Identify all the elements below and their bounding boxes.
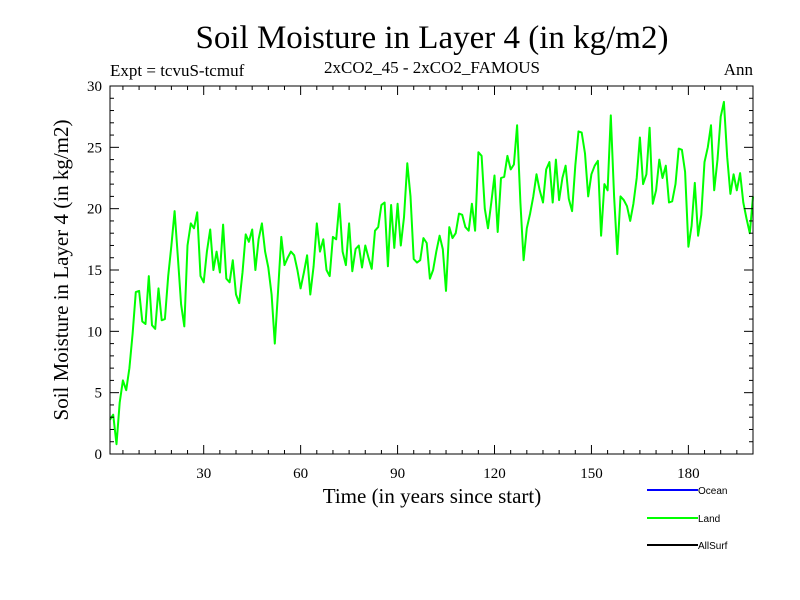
y-tick-label: 25 — [87, 140, 102, 156]
experiment-label: Expt = tcvuS-tcmuf — [110, 61, 245, 80]
y-tick-label: 20 — [87, 202, 102, 218]
series-line-land — [109, 100, 754, 446]
plot-area: 0 5 10 15 20 25 30 30 60 90 120 150 180 — [87, 79, 754, 482]
legend: Ocean Land AllSurf — [647, 486, 728, 552]
x-tick-label: 120 — [483, 466, 506, 482]
x-tick-label: 30 — [196, 466, 211, 482]
plot-frame — [109, 85, 754, 455]
x-tick-label: 60 — [293, 466, 308, 482]
x-tick-label: 90 — [390, 466, 405, 482]
y-tick-label: 15 — [87, 263, 102, 279]
season-label: Ann — [724, 60, 754, 79]
y-axis-label: Soil Moisture in Layer 4 (in kg/m2) — [49, 120, 73, 421]
ticks-layer: 0 5 10 15 20 25 30 30 60 90 120 150 180 — [87, 79, 753, 482]
series-layer — [109, 100, 754, 446]
comparison-label: 2xCO2_45 - 2xCO2_FAMOUS — [324, 58, 540, 77]
y-tick-label: 30 — [87, 79, 102, 95]
x-tick-label: 180 — [677, 466, 700, 482]
y-tick-label: 0 — [95, 447, 103, 463]
legend-label-allsurf: AllSurf — [698, 541, 728, 552]
y-tick-label: 5 — [95, 386, 103, 402]
y-tick-label: 10 — [87, 324, 102, 340]
legend-label-land: Land — [698, 514, 720, 525]
chart-title: Soil Moisture in Layer 4 (in kg/m2) — [196, 20, 669, 56]
x-tick-label: 150 — [580, 466, 603, 482]
legend-label-ocean: Ocean — [698, 486, 727, 497]
x-axis-label: Time (in years since start) — [323, 484, 542, 508]
